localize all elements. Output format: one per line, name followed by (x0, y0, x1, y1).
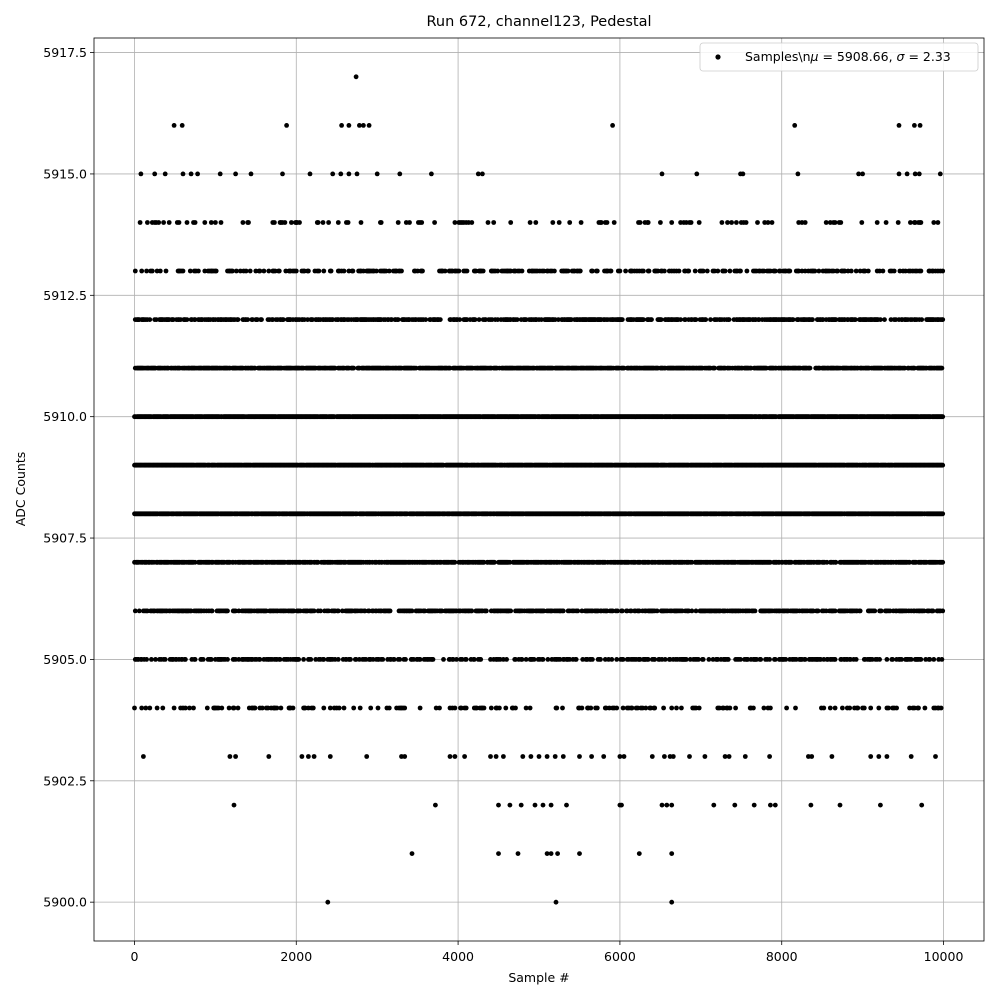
data-point (245, 317, 251, 322)
data-point (147, 317, 153, 322)
data-points-layer (132, 74, 946, 905)
data-point (413, 365, 419, 371)
data-point (422, 608, 428, 614)
data-point (132, 608, 138, 614)
data-point (824, 559, 830, 565)
data-point (689, 608, 695, 614)
data-point (315, 559, 321, 565)
data-point (712, 365, 717, 371)
data-point (654, 608, 660, 614)
data-point (335, 608, 341, 614)
data-point (209, 608, 215, 614)
data-point (492, 559, 497, 565)
data-point (409, 608, 415, 614)
data-point (136, 608, 142, 614)
data-point (940, 511, 946, 517)
data-point (693, 608, 699, 614)
data-point (326, 608, 331, 614)
data-point (311, 608, 317, 614)
data-point (255, 317, 260, 322)
data-point (236, 608, 242, 614)
data-point (940, 559, 946, 565)
data-point (619, 608, 625, 614)
data-point (872, 608, 878, 614)
data-point (192, 317, 198, 322)
data-point (789, 559, 794, 565)
data-point (192, 559, 198, 565)
data-point (940, 608, 946, 614)
data-point (752, 608, 758, 614)
data-point (560, 608, 566, 614)
data-point (291, 608, 297, 614)
data-point (452, 559, 458, 565)
data-point (280, 317, 286, 322)
data-point (351, 365, 357, 371)
data-point (225, 608, 230, 614)
data-point (878, 608, 884, 614)
data-point (857, 608, 863, 614)
data-point (689, 559, 695, 565)
data-point (259, 317, 264, 322)
data-point (484, 608, 489, 614)
data-point (832, 608, 838, 614)
data-point (636, 608, 642, 614)
data-point (930, 608, 936, 614)
data-point (615, 608, 620, 614)
chart-title: Run 672, channel123, Pedestal (426, 14, 651, 30)
data-point (184, 317, 190, 322)
data-point (833, 559, 839, 565)
data-point (807, 365, 813, 371)
data-point (235, 317, 241, 322)
data-point (940, 414, 946, 420)
data-point (939, 365, 945, 371)
data-point (628, 608, 634, 614)
data-point (575, 608, 581, 614)
data-point (823, 608, 829, 614)
data-point (297, 608, 303, 614)
data-point (887, 608, 893, 614)
data-point (815, 608, 821, 614)
data-point (921, 608, 927, 614)
data-point (387, 608, 393, 614)
data-point (508, 608, 514, 614)
data-point (362, 608, 368, 614)
data-point (263, 608, 269, 614)
data-point (940, 462, 946, 468)
data-point (318, 608, 323, 614)
data-point (469, 608, 475, 614)
data-point (610, 608, 615, 614)
data-point (912, 365, 917, 371)
